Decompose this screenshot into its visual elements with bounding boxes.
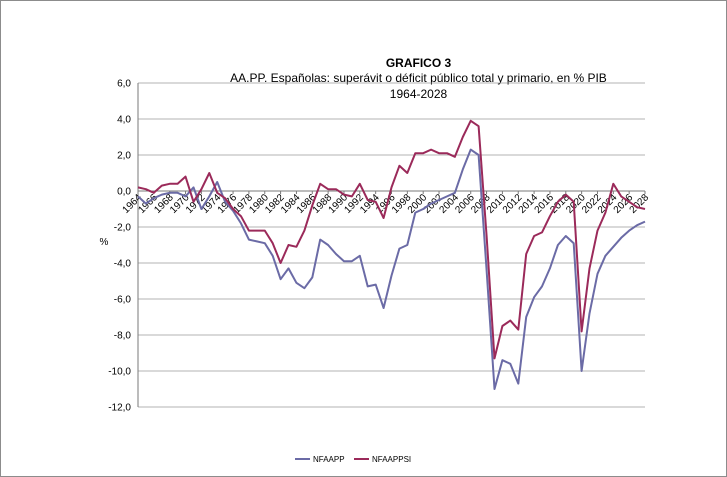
legend-label: NFAAPP	[313, 455, 345, 464]
y-tick-label: -10,0	[108, 367, 131, 378]
legend-label: NFAAPPSI	[372, 455, 411, 464]
y-tick-label: 4,0	[117, 115, 131, 126]
chart-subtitle: AA.PP. Españolas: superávit o déficit pú…	[230, 71, 607, 85]
y-tick-label: -6,0	[114, 295, 132, 306]
y-tick-label: -4,0	[114, 259, 132, 270]
chart-title: GRAFICO 3	[385, 56, 452, 70]
y-axis-label: %	[100, 237, 109, 248]
chart-period: 1964-2028	[389, 87, 448, 101]
y-tick-label: 2,0	[117, 151, 131, 162]
y-tick-label: -2,0	[114, 223, 132, 234]
series-line-nfaappsi	[137, 119, 646, 360]
y-tick-label: 6,0	[117, 79, 131, 90]
y-tick-label: -8,0	[114, 331, 132, 342]
y-tick-label: 0,0	[117, 187, 131, 198]
y-tick-label: -12,0	[108, 403, 131, 414]
